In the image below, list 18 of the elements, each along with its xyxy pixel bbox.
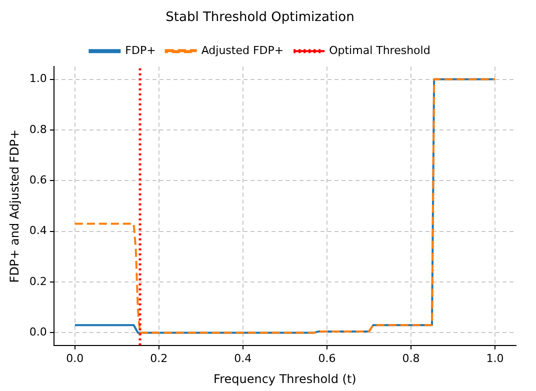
y-tick-label: 0.0 — [29, 326, 47, 339]
y-tick-label: 0.4 — [29, 224, 47, 238]
y-tick-label: 0.8 — [29, 122, 47, 136]
x-tick-label: 0.8 — [402, 352, 420, 365]
x-tick-label: 1.0 — [486, 352, 504, 365]
x-tick-label: 0.0 — [66, 352, 84, 365]
y-tick-label: 1.0 — [29, 72, 47, 86]
chart-title: Stabl Threshold Optimization — [166, 10, 354, 26]
y-tick-label: 0.6 — [29, 174, 47, 187]
legend-label: FDP+ — [125, 44, 156, 57]
x-axis-title: Frequency Threshold (t) — [214, 372, 356, 386]
y-axis-title: FDP+ and Adjusted FDP+ — [7, 129, 22, 283]
legend-label: Optimal Threshold — [329, 44, 430, 57]
x-tick-label: 0.2 — [150, 352, 168, 365]
legend-label: Adjusted FDP+ — [201, 44, 284, 57]
y-tick-label: 0.2 — [29, 274, 47, 288]
x-tick-label: 0.6 — [318, 352, 336, 365]
x-tick-label: 0.4 — [234, 352, 252, 365]
